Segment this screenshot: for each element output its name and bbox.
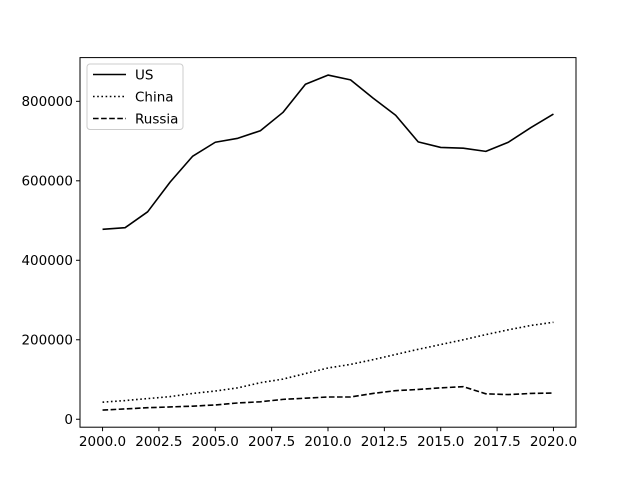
series-line-russia (102, 385, 554, 411)
series-line-us (102, 74, 554, 231)
x-tick-label: 2012.5 (361, 434, 408, 450)
x-tick-label: 2000.0 (79, 434, 126, 450)
legend: US China Russia (86, 63, 184, 130)
x-tick-label: 2015.0 (417, 434, 464, 450)
legend-label-us: US (135, 67, 153, 83)
x-tick-label: 2005.0 (192, 434, 239, 450)
legend-label-china: China (135, 89, 174, 105)
x-tick-label: 2010.0 (304, 434, 351, 450)
y-tick-label: 800000 (21, 94, 73, 110)
y-tick-label: 600000 (21, 174, 73, 190)
y-tick-label: 0 (64, 412, 73, 428)
y-tick-label: 400000 (21, 253, 73, 269)
legend-label-russia: Russia (135, 111, 178, 127)
y-tick-label: 200000 (21, 333, 73, 349)
x-tick-label: 2007.5 (248, 434, 295, 450)
x-tick-label: 2020.0 (530, 434, 577, 450)
x-tick-label: 2002.5 (135, 434, 182, 450)
x-tick-label: 2017.5 (473, 434, 520, 450)
legend-box (86, 63, 184, 130)
series-line-china (102, 321, 554, 403)
